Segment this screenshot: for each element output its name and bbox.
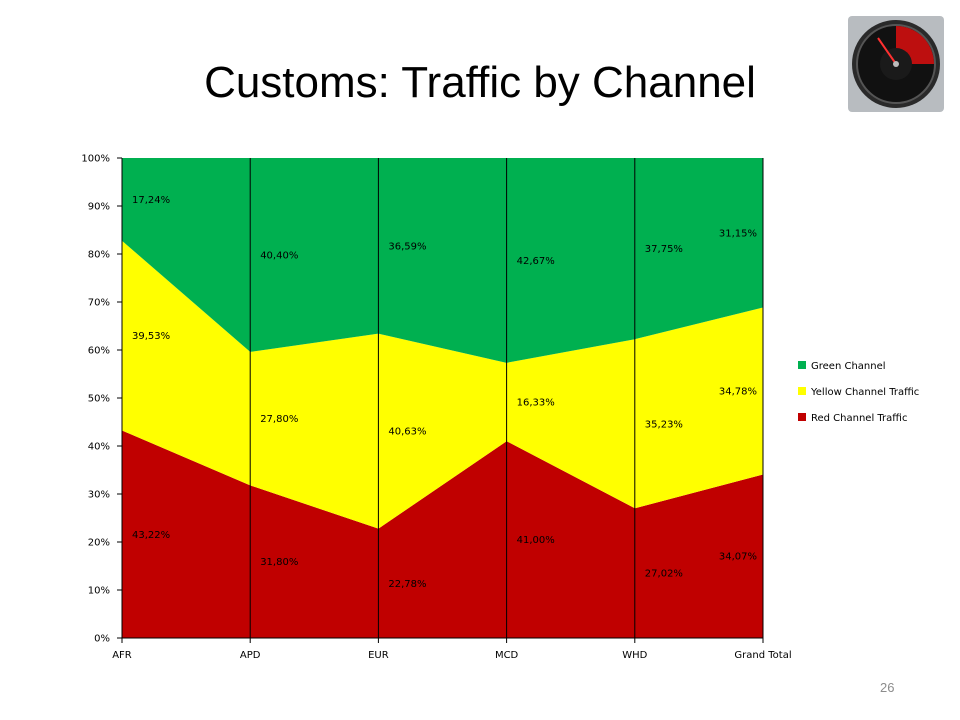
data-label: 31,15% xyxy=(719,228,757,239)
area-red-channel-traffic xyxy=(122,430,763,638)
x-tick-label: Grand Total xyxy=(734,650,791,661)
slide-title: Customs: Traffic by Channel xyxy=(204,58,756,107)
legend-swatch xyxy=(798,361,806,369)
y-tick-label: 20% xyxy=(88,538,110,549)
legend-label: Green Channel xyxy=(811,361,886,372)
y-tick-label: 0% xyxy=(94,634,110,645)
data-label: 42,67% xyxy=(517,256,555,267)
data-label: 37,75% xyxy=(645,244,683,255)
data-label: 16,33% xyxy=(517,398,555,409)
legend-swatch xyxy=(798,387,806,395)
slide-number: 26 xyxy=(880,680,895,695)
speedometer-gauge-icon xyxy=(848,16,944,112)
y-tick-label: 80% xyxy=(88,250,110,261)
data-label: 43,22% xyxy=(132,530,170,541)
data-label: 40,40% xyxy=(260,250,298,261)
y-tick-label: 40% xyxy=(88,442,110,453)
x-tick-label: EUR xyxy=(368,650,389,661)
y-tick-label: 90% xyxy=(88,202,110,213)
legend-label: Red Channel Traffic xyxy=(811,413,907,424)
data-label: 31,80% xyxy=(260,557,298,568)
data-label: 39,53% xyxy=(132,331,170,342)
legend-label: Yellow Channel Traffic xyxy=(810,387,919,398)
data-label: 34,07% xyxy=(719,552,757,563)
data-label: 36,59% xyxy=(388,241,426,252)
data-label: 41,00% xyxy=(517,535,555,546)
y-tick-label: 10% xyxy=(88,586,110,597)
y-tick-label: 60% xyxy=(88,346,110,357)
area-green-channel xyxy=(122,158,763,363)
data-label: 40,63% xyxy=(388,427,426,438)
x-tick-label: WHD xyxy=(622,650,647,661)
data-label: 17,24% xyxy=(132,195,170,206)
area-yellow-channel-traffic xyxy=(122,240,763,529)
data-label: 34,78% xyxy=(719,386,757,397)
y-tick-label: 70% xyxy=(88,298,110,309)
data-label: 35,23% xyxy=(645,419,683,430)
y-tick-label: 50% xyxy=(88,394,110,405)
x-tick-label: MCD xyxy=(495,650,519,661)
data-label: 27,02% xyxy=(645,569,683,580)
data-label: 27,80% xyxy=(260,414,298,425)
x-tick-label: AFR xyxy=(112,650,132,661)
data-label: 22,78% xyxy=(388,579,426,590)
x-tick-label: APD xyxy=(240,650,261,661)
legend-swatch xyxy=(798,413,806,421)
y-tick-label: 30% xyxy=(88,490,110,501)
y-tick-label: 100% xyxy=(81,154,110,165)
